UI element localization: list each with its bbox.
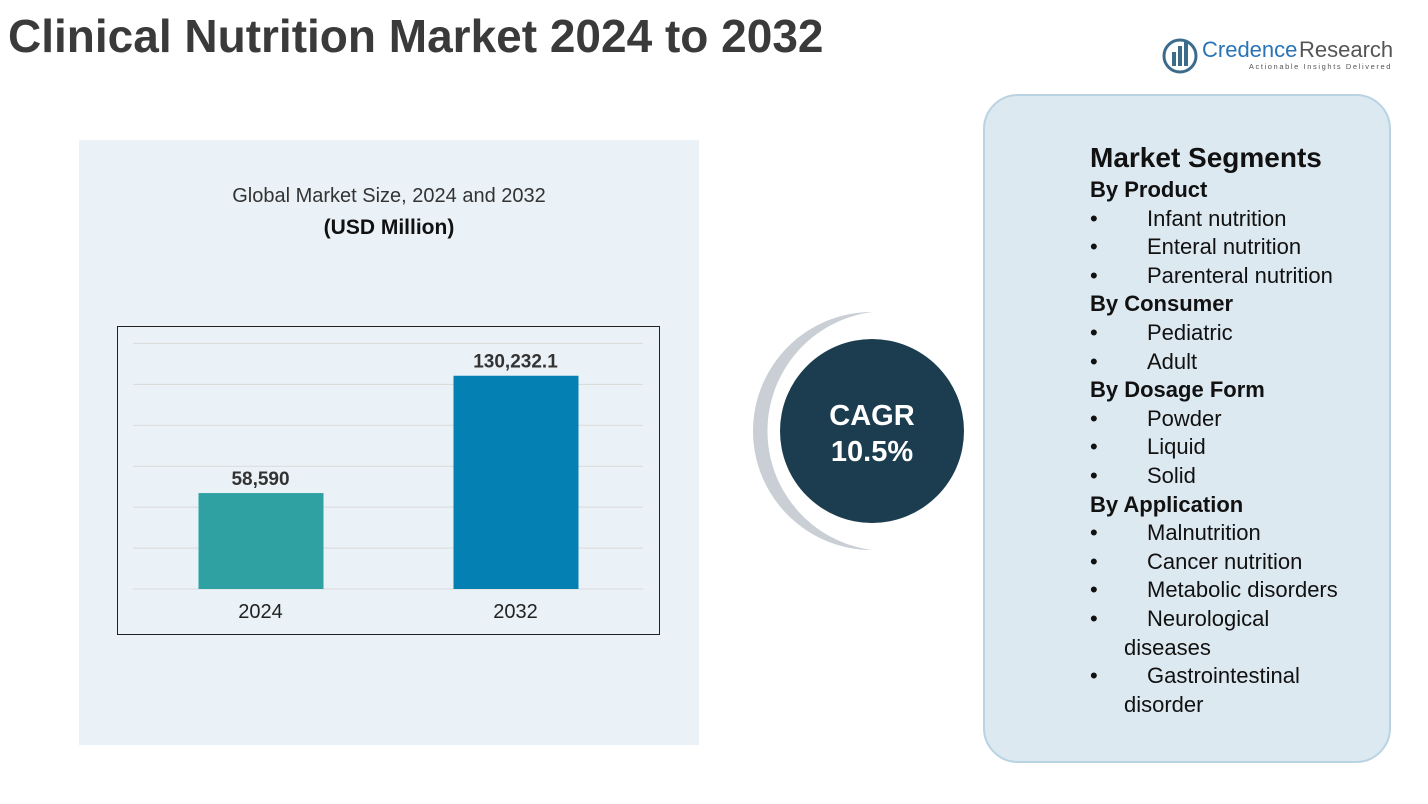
- segments: Market Segments By Product • Infant nutriti…: [1090, 140, 1352, 719]
- bullet: •: [1090, 577, 1098, 603]
- segment-item-text: Gastrointestinal disorder: [1124, 663, 1300, 717]
- bullet: •: [1090, 348, 1098, 374]
- segment-item-text: Neurological diseases: [1124, 605, 1270, 660]
- cagr-value: 10.5%: [831, 436, 913, 468]
- bullet: •: [1090, 319, 1098, 345]
- segment-heading: By Product: [1090, 177, 1208, 202]
- segment-item-text: Powder: [1147, 405, 1222, 431]
- bullet: •: [1090, 462, 1098, 488]
- segment-item-text: Infant nutrition: [1147, 205, 1287, 231]
- segment-heading: By Application: [1090, 491, 1244, 517]
- segment-item: • Neurological diseases: [1090, 605, 1352, 662]
- segment-item: • Enteral nutrition: [1090, 233, 1352, 262]
- logo-tagline: Actionable Insights Delivered: [1249, 62, 1392, 71]
- segments-panel: [983, 94, 1391, 763]
- logo-icon: [1184, 42, 1188, 66]
- segment-item-text: Malnutrition: [1147, 520, 1261, 546]
- chart-frame: [117, 326, 660, 635]
- bullet: •: [1090, 234, 1098, 260]
- segment-item: • Infant nutrition: [1090, 205, 1352, 234]
- cagr-circle: [780, 339, 964, 523]
- segment-heading: By Dosage Form: [1090, 377, 1265, 403]
- segment-item: • Cancer nutrition: [1090, 548, 1352, 577]
- bullet: •: [1090, 663, 1098, 689]
- x-tick-label: 2024: [238, 601, 283, 623]
- cagr-shadow: [753, 312, 872, 550]
- bullet: •: [1090, 205, 1098, 231]
- segment-item: • Pediatric: [1090, 319, 1352, 348]
- logo-icon: [1178, 46, 1182, 66]
- segment-item-text: Solid: [1147, 462, 1196, 488]
- segment-item-text: Pediatric: [1147, 319, 1233, 345]
- bar: [453, 375, 579, 589]
- segments-title: Market Segments: [1090, 142, 1322, 173]
- logo-name: Research: [1299, 37, 1393, 62]
- segment-item-text: Metabolic disorders: [1147, 577, 1338, 603]
- segment-item: • Metabolic disorders: [1090, 576, 1352, 605]
- segment-item: • Liquid: [1090, 433, 1352, 462]
- segment-item-text: Adult: [1147, 348, 1198, 374]
- segment-item: • Solid: [1090, 462, 1352, 491]
- segment-item: • Adult: [1090, 348, 1352, 377]
- bullet: •: [1090, 520, 1098, 546]
- value-label: 130,232.1: [473, 352, 558, 373]
- logo: Credence Research Actionable Insights De…: [1162, 37, 1393, 74]
- segment-item: • Parenteral nutrition: [1090, 262, 1352, 291]
- cagr-label: CAGR: [829, 400, 914, 432]
- bullet: •: [1090, 262, 1098, 288]
- bar: [198, 493, 324, 589]
- segment-item-text: Enteral nutrition: [1147, 234, 1302, 260]
- bullet: •: [1090, 405, 1098, 431]
- bullet: •: [1090, 605, 1098, 631]
- segment-item-text: Parenteral nutrition: [1147, 262, 1333, 288]
- logo-icon: [1162, 38, 1198, 74]
- page-title: Clinical Nutrition Market 2024 to 2032: [8, 10, 824, 62]
- segment-item-text: Cancer nutrition: [1147, 548, 1303, 574]
- segment-item: • Powder: [1090, 405, 1352, 434]
- chart-panel: [79, 140, 699, 745]
- bullet: •: [1090, 434, 1098, 460]
- logo-icon: [1172, 52, 1176, 66]
- segment-heading: By Consumer: [1090, 291, 1234, 317]
- segment-item: • Gastrointestinal disorder: [1090, 662, 1352, 719]
- chart-subtitle: (USD Million): [324, 216, 455, 239]
- segment-item: • Malnutrition: [1090, 519, 1352, 548]
- chart-title: Global Market Size, 2024 and 2032: [232, 185, 546, 207]
- x-tick-label: 2032: [493, 601, 538, 623]
- bullet: •: [1090, 548, 1098, 574]
- logo-name: Credence: [1202, 37, 1297, 62]
- value-label: 58,590: [231, 469, 289, 490]
- segment-item-text: Liquid: [1147, 434, 1206, 460]
